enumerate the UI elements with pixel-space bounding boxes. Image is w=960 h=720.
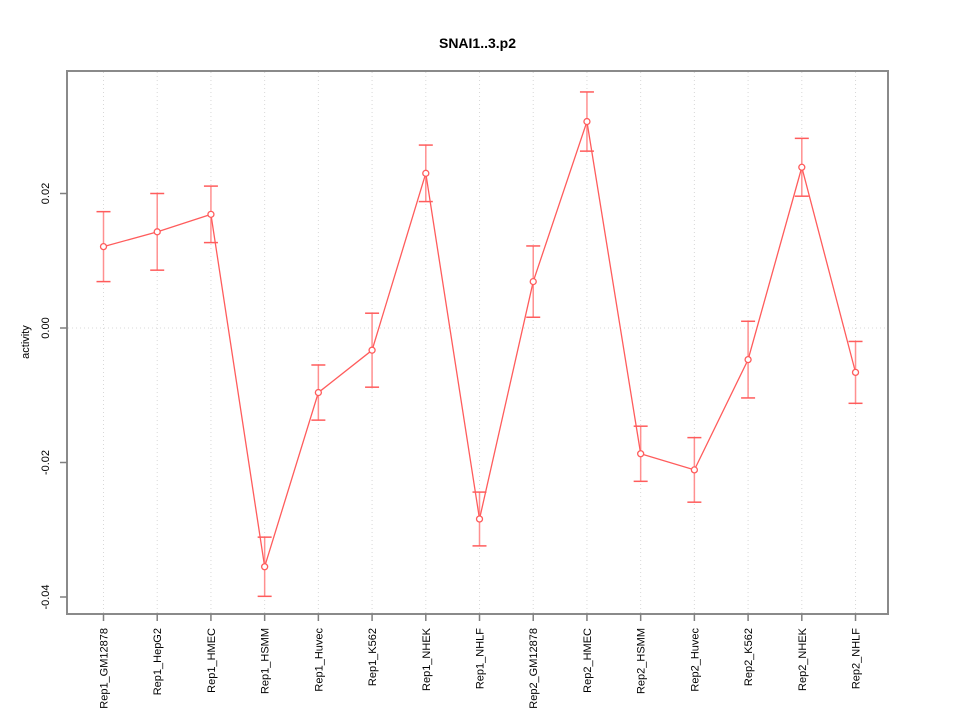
x-tick-label: Rep1_Huvec — [313, 628, 325, 692]
chart-title: SNAI1..3.p2 — [439, 35, 516, 51]
data-point-marker — [690, 466, 699, 474]
data-point-marker — [583, 117, 591, 126]
y-tick-label: 0.00 — [40, 317, 52, 338]
grid-layer — [68, 72, 887, 613]
y-tick-label: -0.02 — [40, 450, 52, 475]
x-tick-label: Rep2_HMEC — [582, 628, 594, 693]
x-tick-label: Rep2_Huvec — [689, 628, 701, 692]
x-tick-label: Rep1_K562 — [367, 628, 379, 686]
data-point-marker — [637, 450, 645, 458]
plot-box — [66, 70, 889, 615]
data-point-marker — [851, 368, 860, 377]
y-tick-label: 0.02 — [40, 183, 52, 204]
x-tick-label: Rep1_NHLF — [475, 628, 487, 689]
x-tick-label: Rep1_HSMM — [260, 628, 272, 694]
x-tick-label: Rep2_NHLF — [851, 628, 863, 689]
data-point-marker — [529, 277, 537, 286]
data-point-marker — [475, 515, 484, 523]
x-tick-label: Rep1_HMEC — [206, 628, 218, 693]
data-point-marker — [744, 355, 752, 364]
data-point-marker — [314, 388, 323, 397]
y-tick-label: -0.04 — [40, 584, 52, 609]
data-layer — [96, 91, 863, 598]
x-tick-label: Rep2_NHEK — [797, 627, 809, 691]
y-axis-label: activity — [20, 325, 32, 359]
axis-layer: 0.02 0.00 -0.02 -0.04 Rep1_GM12878 Rep1_HepG2… — [40, 70, 889, 709]
data-point-marker — [153, 228, 161, 236]
data-point-marker — [422, 169, 430, 177]
x-tick-label: Rep2_K562 — [743, 628, 755, 686]
x-tick-label: Rep1_HepG2 — [152, 628, 164, 695]
x-tick-label: Rep2_HSMM — [636, 628, 648, 694]
data-point-marker — [207, 210, 215, 218]
data-point-marker — [99, 242, 108, 251]
data-point-marker — [260, 563, 269, 571]
data-point-marker — [368, 346, 376, 354]
x-tick-label: Rep1_NHEK — [421, 627, 433, 691]
x-tick-label: Rep1_GM12878 — [99, 628, 111, 709]
data-point-marker — [798, 163, 806, 171]
x-tick-label: Rep2_GM12878 — [528, 628, 540, 709]
